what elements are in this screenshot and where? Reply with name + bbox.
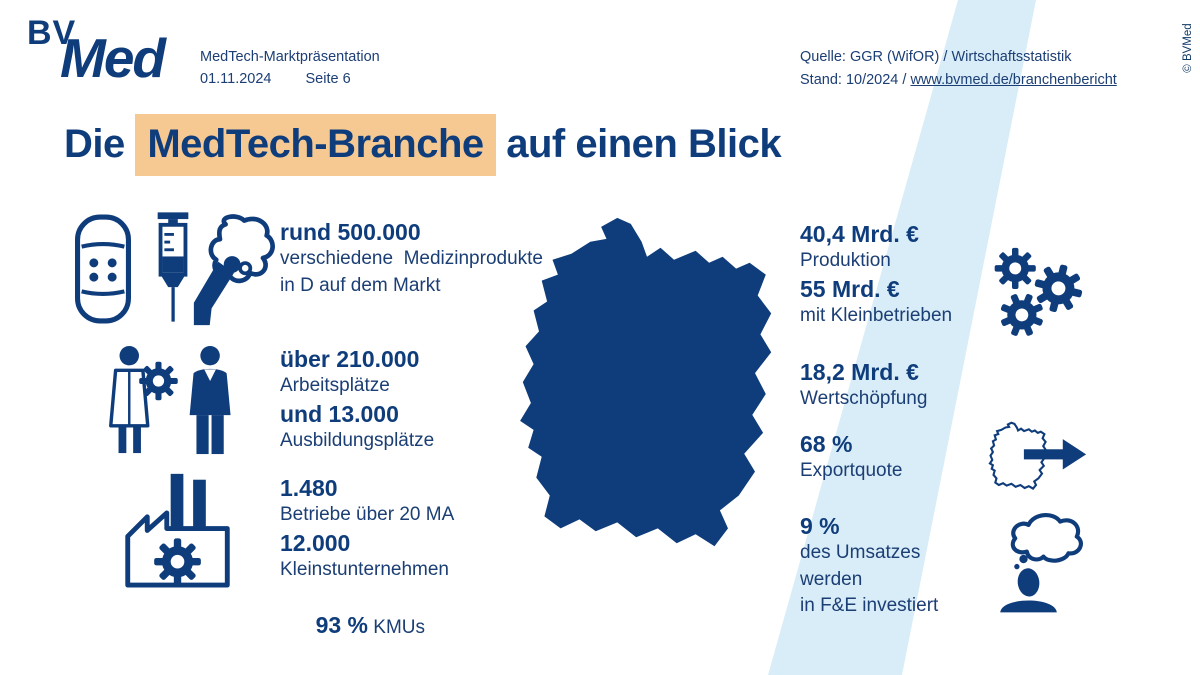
stat-label: Betriebe über 20 MA: [280, 504, 455, 525]
stat-label: des Umsatzes: [800, 542, 921, 563]
stat-value: 93 %: [315, 612, 368, 638]
stat-label: Ausbildungsplätze: [280, 429, 435, 451]
source-line: Quelle: GGR (WifOR) / Wirtschaftsstatist…: [800, 49, 1072, 65]
branchenbericht-link[interactable]: www.bvmed.de/branchenbericht: [910, 72, 1117, 88]
stat-value: 55 Mrd. €: [800, 275, 900, 302]
stat-value: über 210.000: [280, 346, 420, 372]
stat-label: in F&E investiert: [800, 595, 939, 616]
page-title: Die MedTech-Branche auf einen Blick: [64, 114, 782, 176]
hip-implant-icon: [193, 214, 275, 326]
stat-kmu-line: 93 % KMUs: [280, 583, 454, 671]
germany-map: [520, 217, 772, 547]
stat-label: KMUs: [368, 617, 425, 638]
bvmed-logo-med: Med: [60, 27, 166, 89]
page-number: Seite 6: [305, 71, 351, 87]
stat-value: rund 500.000: [280, 219, 421, 245]
stat-value: und 13.000: [280, 400, 399, 427]
stat-label: werden: [800, 568, 863, 590]
stat-value: 68 %: [800, 431, 853, 457]
syringe-icon: [157, 212, 189, 322]
stat-label: Arbeitsplätze: [280, 375, 390, 396]
stat-label: in D auf dem Markt: [280, 274, 441, 296]
title-suffix: auf einen Blick: [495, 122, 782, 166]
factory-icon: [125, 473, 230, 588]
source-block: Quelle: GGR (WifOR) / Wirtschaftsstatist…: [800, 46, 1117, 92]
stat-value: 40,4 Mrd. €: [800, 221, 919, 247]
stat-betriebe: 1.480 Betriebe über 20 MA 12.000 Kleinst…: [280, 474, 454, 671]
bandage-icon: [75, 214, 131, 324]
stat-label: mit Kleinbetrieben: [800, 304, 953, 326]
stat-value: 1.480: [280, 475, 338, 501]
stat-label: Exportquote: [800, 460, 903, 481]
stat-medizinprodukte: rund 500.000 verschiedene Medizinprodukt…: [280, 218, 543, 299]
stat-fue: 9 % des Umsatzes werden in F&E investier…: [800, 512, 938, 620]
stat-produktion: 40,4 Mrd. € Produktion 55 Mrd. € mit Kle…: [800, 220, 952, 329]
stat-value: 12.000: [280, 529, 351, 556]
stat-value: 9 %: [800, 513, 840, 539]
copyright-note: © BVMed: [1182, 23, 1194, 73]
germany-export-arrow-icon: [988, 421, 1087, 490]
stat-label: verschiedene Medizinprodukte: [280, 248, 543, 269]
stat-wertschoepfung: 18,2 Mrd. € Wertschöpfung: [800, 358, 927, 413]
thinking-person-icon: [1000, 513, 1083, 613]
stat-label: Kleinstunternehmen: [280, 558, 449, 580]
gears-icon: [993, 247, 1088, 340]
presentation-title: MedTech-Marktpräsentation: [200, 49, 380, 65]
stat-arbeitsplaetze: über 210.000 Arbeitsplätze und 13.000 Au…: [280, 345, 434, 454]
header-meta: MedTech-Marktpräsentation 01.11.2024 Seit…: [200, 46, 380, 90]
stat-value: 18,2 Mrd. €: [800, 359, 919, 385]
stat-label: Wertschöpfung: [800, 388, 928, 409]
bvmed-logo-bv: BV: [27, 14, 77, 52]
stat-exportquote: 68 % Exportquote: [800, 430, 902, 485]
title-prefix: Die: [64, 122, 136, 166]
stat-label: Produktion: [800, 250, 891, 271]
stand-label: Stand: 10/2024 /: [800, 72, 911, 88]
title-highlight: MedTech-Branche: [135, 114, 496, 176]
employees-gear-icon: [109, 345, 231, 455]
slide-date: 01.11.2024: [200, 71, 272, 87]
